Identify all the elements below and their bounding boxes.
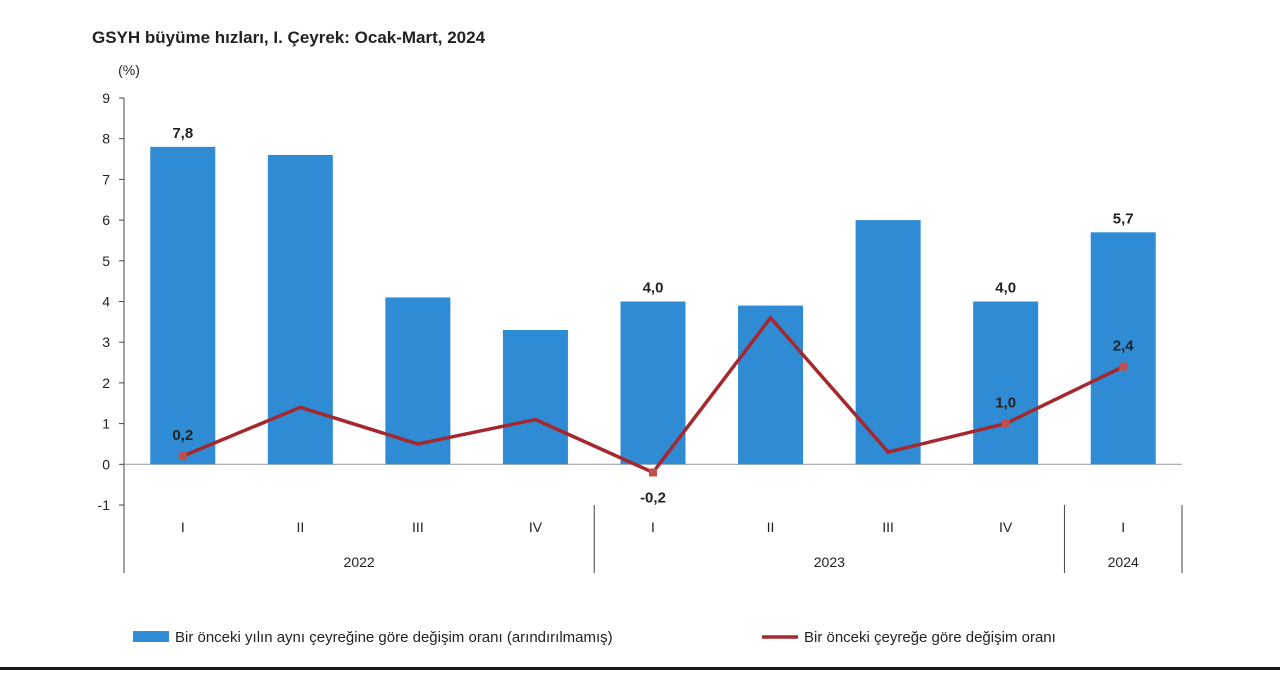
x-category-label: I	[1121, 519, 1125, 535]
line-value-label: 1,0	[995, 395, 1016, 412]
x-category-label: II	[296, 519, 304, 535]
y-axis-unit-label: (%)	[118, 62, 140, 78]
bar-value-label: 4,0	[995, 280, 1016, 297]
x-category-label: I	[181, 519, 185, 535]
y-tick-label: 7	[102, 171, 110, 187]
year-label: 2022	[344, 554, 375, 570]
x-category-label: III	[412, 519, 424, 535]
bar	[620, 301, 686, 465]
x-category-label: IV	[529, 519, 543, 535]
bar	[738, 305, 804, 465]
line-value-label: 2,4	[1113, 338, 1135, 355]
y-tick-label: 2	[102, 375, 110, 391]
legend: Bir önceki yılın aynı çeyreğine göre değ…	[133, 629, 1056, 646]
bar	[502, 329, 568, 465]
bar	[973, 301, 1039, 465]
x-category-label: III	[882, 519, 894, 535]
year-label: 2023	[814, 554, 845, 570]
bar-series	[150, 146, 1156, 465]
line-marker	[649, 468, 657, 477]
x-category-label: II	[767, 519, 775, 535]
bottom-divider	[0, 667, 1280, 670]
line-series	[178, 316, 1128, 477]
y-tick-label: 6	[102, 212, 110, 228]
bar-value-label: 5,7	[1113, 210, 1134, 227]
legend-line-label: Bir önceki çeyreğe göre değişim oranı	[804, 629, 1056, 646]
bar	[855, 220, 921, 465]
line-marker	[178, 452, 187, 461]
y-tick-label: 0	[102, 456, 110, 472]
year-label: 2024	[1108, 554, 1139, 570]
y-tick-label: 1	[102, 416, 110, 432]
x-category-label: IV	[999, 519, 1013, 535]
bar-value-label: 7,8	[172, 125, 193, 142]
y-tick-label: 4	[102, 294, 110, 310]
bar-value-label: 4,0	[643, 280, 664, 297]
line-value-label: -0,2	[640, 489, 666, 506]
chart-title: GSYH büyüme hızları, I. Çeyrek: Ocak-Mar…	[92, 28, 486, 47]
y-tick-label: 9	[102, 90, 110, 106]
data-labels: 7,8 4,0 4,0 5,7 0,2 -0,2 1,0 2,4	[172, 125, 1134, 507]
legend-bar-label: Bir önceki yılın aynı çeyreğine göre değ…	[175, 629, 613, 646]
line-value-label: 0,2	[172, 427, 193, 444]
bar	[1090, 232, 1156, 465]
legend-bar-swatch	[133, 631, 169, 642]
x-category-label: I	[651, 519, 655, 535]
y-tick-label: 3	[102, 334, 110, 350]
y-tick-label: 5	[102, 253, 110, 269]
line-marker	[1119, 362, 1128, 371]
line-marker	[1001, 419, 1010, 428]
y-tick-label: -1	[98, 497, 111, 513]
y-tick-label: 8	[102, 131, 110, 147]
bar	[150, 146, 216, 465]
